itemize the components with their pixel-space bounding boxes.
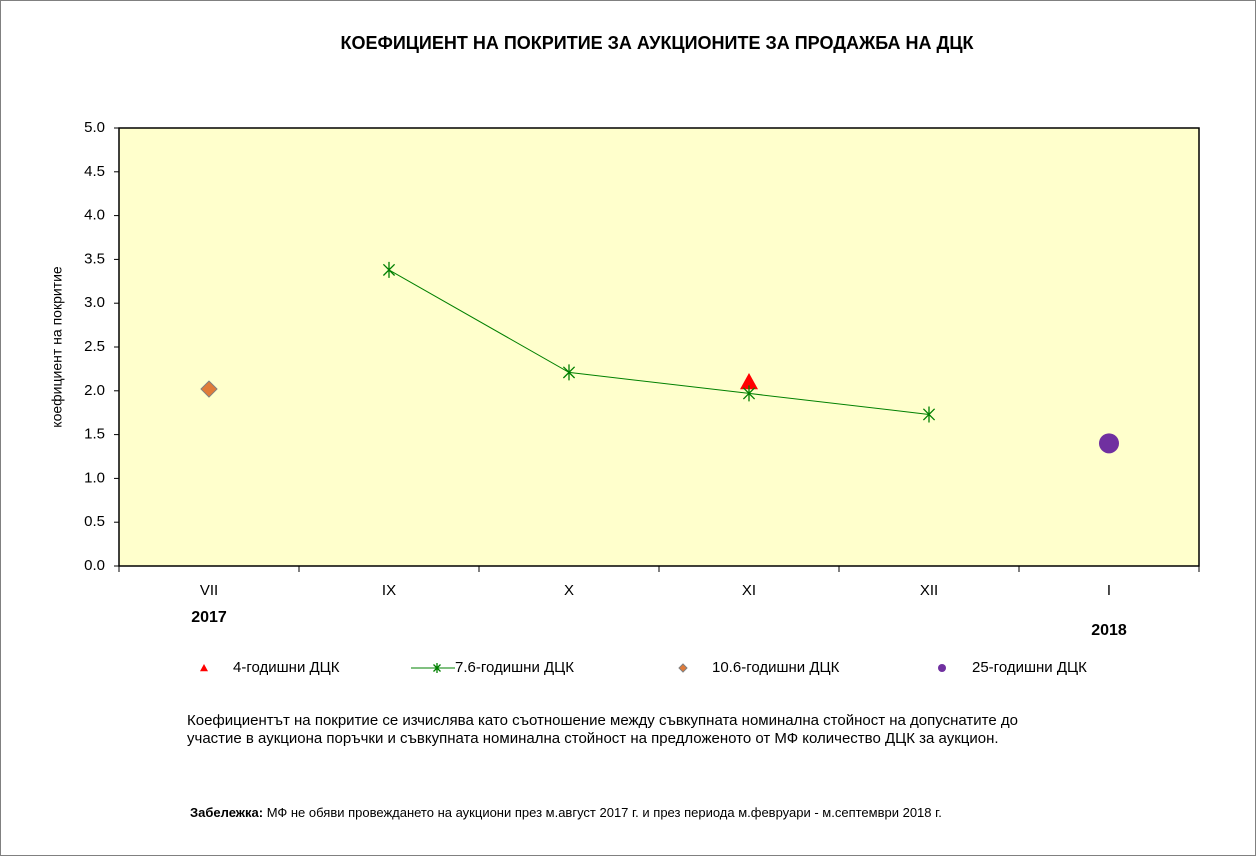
y-tick-label: 4.5 — [84, 163, 105, 180]
y-tick-label: 3.0 — [84, 294, 105, 311]
y-tick-label: 0.5 — [84, 513, 105, 530]
legend-label: 25-годишни ДЦК — [972, 659, 1087, 676]
y-tick-label: 5.0 — [84, 119, 105, 136]
marker — [922, 406, 936, 423]
marker — [562, 364, 576, 381]
marker — [742, 385, 756, 402]
note: Забележка: МФ не обяви провеждането на а… — [190, 804, 1250, 822]
note-text: МФ не обяви провеждането на аукциони пре… — [266, 805, 942, 820]
chart-title: КОЕФИЦИЕНТ НА ПОКРИТИЕ ЗА АУКЦИОНИТЕ ЗА … — [340, 33, 974, 53]
year-label: 2017 — [191, 609, 227, 626]
plot-area — [118, 127, 1200, 567]
y-tick-label: 2.5 — [84, 338, 105, 355]
year-label: 2018 — [1091, 622, 1127, 639]
legend-marker — [200, 664, 208, 672]
y-tick-label: 3.5 — [84, 250, 105, 267]
x-tick-label: X — [564, 582, 574, 599]
x-tick-label: I — [1107, 582, 1111, 599]
x-tick-label: IX — [382, 582, 396, 599]
y-tick-label: 2.0 — [84, 382, 105, 399]
legend-marker — [938, 664, 946, 672]
y-tick-label: 0.0 — [84, 557, 105, 574]
marker — [740, 373, 758, 390]
legend-label: 10.6-годишни ДЦК — [712, 659, 840, 676]
marker — [200, 380, 218, 398]
x-tick-label: VII — [200, 582, 218, 599]
x-tick-label: XII — [920, 582, 938, 599]
footnote: Коефициентът на покритие се изчислява ка… — [187, 712, 1018, 747]
y-axis-label: коефициент на покритие — [49, 266, 65, 428]
marker — [1099, 433, 1119, 454]
y-tick-label: 4.0 — [84, 207, 105, 224]
y-tick-label: 1.0 — [84, 469, 105, 486]
legend-marker — [433, 663, 441, 673]
legend-marker — [678, 663, 688, 673]
y-tick-label: 1.5 — [84, 426, 105, 443]
legend-label: 4-годишни ДЦК — [233, 659, 340, 676]
x-tick-label: XI — [742, 582, 756, 599]
note-label: Забележка: — [190, 805, 264, 820]
series-line — [388, 269, 930, 415]
legend-label: 7.6-годишни ДЦК — [455, 659, 574, 676]
marker — [382, 261, 396, 278]
